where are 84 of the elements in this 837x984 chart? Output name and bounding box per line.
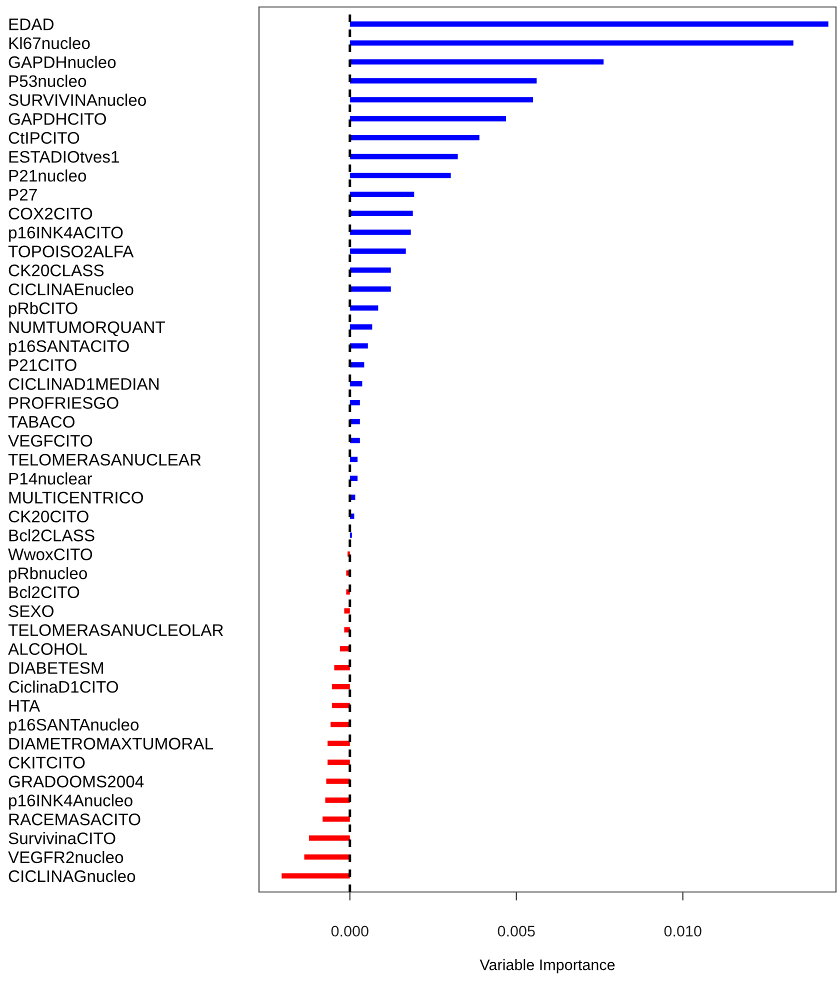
y-tick-label: CtIPCITO [8,132,80,144]
y-tick-label: CK20CITO [8,510,88,522]
y-tick-label: EDAD [9,18,54,30]
y-tick-label: CiclinaD1CITO [8,680,118,693]
y-tick-label: Bcl2CLASS [9,529,94,542]
y-tick-label: P21CITO [9,359,76,371]
bar [350,456,358,462]
bar [344,608,350,614]
bar [350,324,372,330]
bar [332,684,350,690]
y-tick-label: NUMTUMORQUANT [9,321,166,336]
bar [308,835,350,841]
y-tick-label: TOPOISO2ALFA [8,246,134,258]
bar [350,192,414,198]
y-tick-label: GRADOOMS2004 [8,776,144,788]
y-tick-label: VEGFCITO [8,434,92,447]
bar [328,760,350,765]
bar [350,40,794,46]
bar [350,59,604,65]
y-tick-label: PROFRIESGO [9,397,118,409]
y-tick-label: pRbCITO [9,302,78,318]
y-tick-label: DIAMETROMAXTUMORAL [9,738,214,750]
y-tick-label: COX2CITO [8,208,92,220]
y-tick-label: TELOMERASANUCLEAR [8,454,201,466]
y-tick-label: SurvivinaCITO [8,832,116,844]
x-axis-title: Variable Importance [480,959,615,974]
bar [350,381,362,386]
bar [350,154,458,160]
x-tick-label: 0.000 [331,926,368,937]
y-tick-label: CICLINAD1MEDIAN [8,378,159,390]
y-tick-label: SURVIVINAnucleo [8,94,146,106]
bar [350,248,406,254]
bar [328,740,350,746]
bar [304,854,350,860]
y-tick-label: GAPDHnucleo [8,56,116,68]
y-tick-label: p16SANTACITO [9,340,129,356]
y-tick-label: CICLINAGnucleo [8,870,136,882]
bar [350,476,358,482]
y-tick-label: ESTADIOtves1 [9,150,119,163]
y-tick-label: CICLINAEnucleo [8,283,134,296]
y-tick-label: DIABETESM [9,662,103,674]
y-tick-label: VEGFR2nucleo [8,850,124,864]
bar [350,267,391,273]
y-tick-label: p16SANTAnucleo [9,718,139,734]
y-tick-label: pRbnucleo [9,566,87,583]
y-tick-label: WwoxCITO [8,548,92,560]
y-tick-label: Kl67nucleo [9,36,90,50]
y-tick-label: P21nucleo [9,169,86,182]
bar [350,78,537,84]
y-tick-label: CK20CLASS [8,264,104,276]
bar [334,665,350,670]
bar [282,873,350,879]
y-tick-label: Bcl2CITO [9,586,80,598]
x-tick-label: 0.010 [664,926,702,937]
y-tick-label: SEXO [8,605,54,618]
bar [350,362,364,368]
bar [350,305,378,311]
y-tick-label: MULTICENTRICO [9,492,144,504]
y-tick-label: P27 [9,188,37,200]
bar [350,134,480,140]
bar [350,343,368,349]
bar [350,210,413,216]
x-tick-label: 0.005 [498,926,535,937]
y-tick-label: P53nucleo [9,74,86,88]
bar [350,400,360,406]
bar [350,97,534,102]
y-tick-label: p16INK4Anucleo [9,794,132,810]
bar [325,798,350,803]
y-tick-label: TELOMERASANUCLEOLAR [8,624,224,636]
bar [350,230,411,235]
bar [322,816,350,822]
y-tick-label: HTA [9,700,40,712]
y-tick-label: CKITCITO [8,756,85,769]
y-tick-label: TABACO [8,416,75,428]
y-tick-label: p16INK4ACITO [9,226,123,242]
bar [326,778,350,784]
bar [350,286,391,292]
y-tick-label: P14nuclear [9,472,92,485]
bar [350,116,506,122]
bar [350,172,451,178]
y-tick-label: RACEMASACITO [9,814,140,826]
bar [350,21,828,27]
y-tick-label: ALCOHOL [8,643,88,655]
y-tick-label: GAPDHCITO [8,113,106,125]
